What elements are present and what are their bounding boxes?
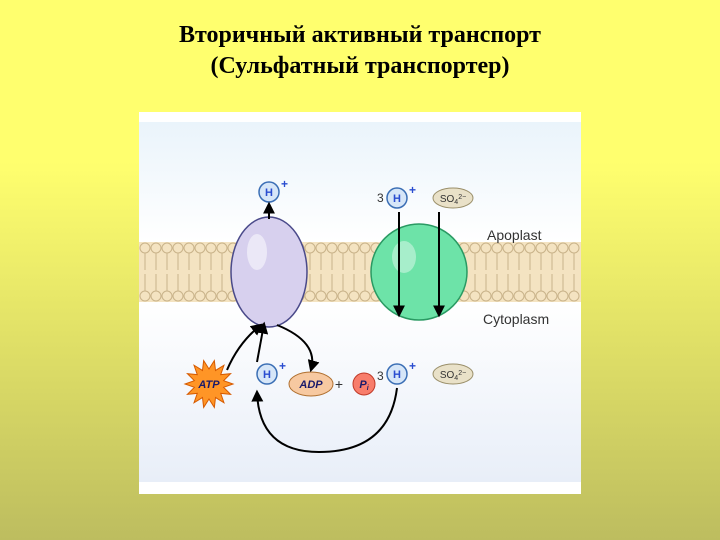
svg-text:H: H bbox=[263, 369, 271, 381]
so4-in: SO42− bbox=[433, 188, 473, 208]
svg-text:+: + bbox=[279, 359, 286, 373]
title-line2: (Сульфатный транспортер) bbox=[210, 53, 509, 79]
diagram-container: ApoplastCytoplasmH+3H+SO42−3H+SO42−H+ATP… bbox=[139, 112, 581, 494]
proton-pump bbox=[231, 217, 307, 327]
svg-text:H: H bbox=[393, 193, 401, 205]
title-line1: Вторичный активный транспорт bbox=[179, 22, 541, 48]
sulfate-symporter bbox=[371, 224, 467, 320]
svg-text:H: H bbox=[265, 187, 273, 199]
cytoplasm-label: Cytoplasm bbox=[483, 311, 549, 327]
svg-text:3: 3 bbox=[377, 369, 384, 383]
slide: Вторичный активный транспорт (Сульфатный… bbox=[0, 0, 720, 540]
svg-text:ATP: ATP bbox=[197, 379, 220, 391]
slide-title: Вторичный активный транспорт (Сульфатный… bbox=[0, 20, 720, 82]
svg-text:+: + bbox=[409, 359, 416, 373]
diagram-svg: ApoplastCytoplasmH+3H+SO42−3H+SO42−H+ATP… bbox=[139, 112, 581, 494]
so4-out: SO42− bbox=[433, 364, 473, 384]
svg-text:+: + bbox=[281, 177, 288, 191]
svg-text:ADP: ADP bbox=[298, 379, 323, 391]
svg-text:3: 3 bbox=[377, 191, 384, 205]
apoplast-label: Apoplast bbox=[487, 227, 542, 243]
svg-text:H: H bbox=[393, 369, 401, 381]
svg-text:+: + bbox=[409, 183, 416, 197]
svg-text:+: + bbox=[335, 376, 343, 392]
